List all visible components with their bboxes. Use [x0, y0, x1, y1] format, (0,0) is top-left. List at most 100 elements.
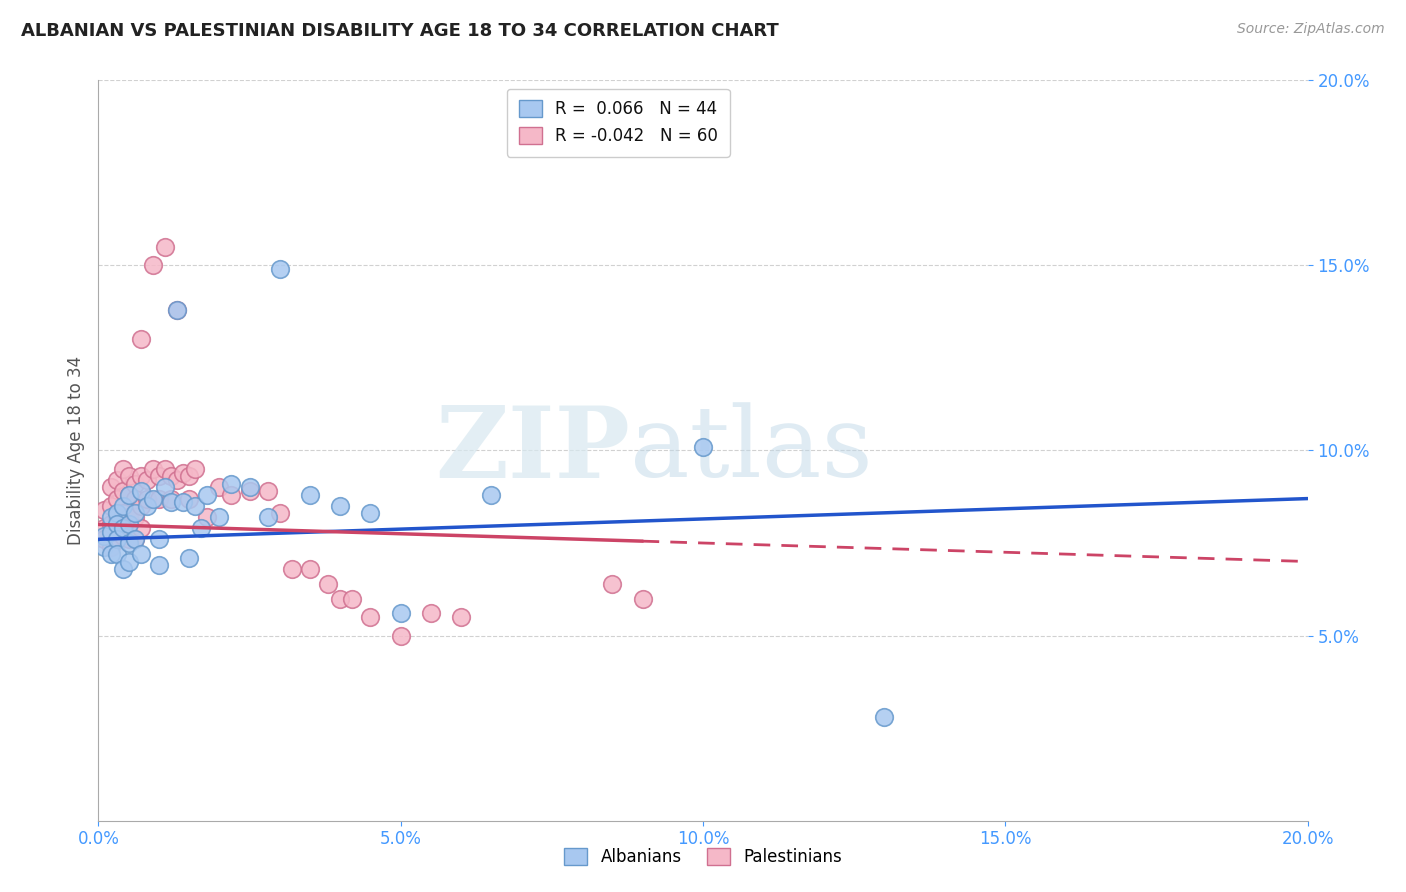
Point: [93, 521, 115, 535]
Point: [184, 462, 207, 476]
Point: [148, 469, 170, 483]
Point: [160, 469, 183, 483]
Point: [129, 484, 152, 499]
Y-axis label: Disability Age 18 to 34: Disability Age 18 to 34: [66, 356, 84, 545]
Point: [118, 517, 141, 532]
Point: [142, 259, 165, 273]
Point: [118, 469, 141, 483]
Point: [118, 510, 141, 524]
Point: [166, 302, 188, 317]
Point: [179, 550, 201, 565]
Text: Source: ZipAtlas.com: Source: ZipAtlas.com: [1237, 22, 1385, 37]
Point: [124, 533, 146, 547]
Point: [135, 491, 157, 506]
Point: [135, 473, 157, 487]
Point: [602, 576, 624, 591]
Point: [190, 521, 212, 535]
Point: [256, 510, 278, 524]
Point: [105, 510, 128, 524]
Point: [195, 488, 218, 502]
Point: [129, 521, 152, 535]
Point: [329, 499, 352, 513]
Point: [105, 507, 128, 521]
Point: [389, 628, 412, 642]
Point: [184, 499, 207, 513]
Point: [129, 332, 152, 346]
Point: [100, 524, 122, 539]
Point: [105, 533, 128, 547]
Point: [360, 507, 382, 521]
Point: [269, 507, 291, 521]
Point: [221, 488, 243, 502]
Text: ALBANIAN VS PALESTINIAN DISABILITY AGE 18 TO 34 CORRELATION CHART: ALBANIAN VS PALESTINIAN DISABILITY AGE 1…: [21, 22, 779, 40]
Point: [195, 510, 218, 524]
Point: [153, 481, 176, 495]
Point: [148, 491, 170, 506]
Point: [316, 576, 339, 591]
Point: [148, 533, 170, 547]
Point: [160, 491, 183, 506]
Point: [93, 528, 115, 542]
Point: [118, 554, 141, 569]
Point: [118, 533, 141, 547]
Point: [148, 558, 170, 573]
Legend: Albanians, Palestinians: Albanians, Palestinians: [555, 840, 851, 875]
Point: [389, 607, 412, 621]
Point: [118, 488, 141, 502]
Point: [124, 510, 146, 524]
Point: [124, 507, 146, 521]
Point: [129, 469, 152, 483]
Point: [124, 476, 146, 491]
Point: [105, 491, 128, 506]
Point: [100, 517, 122, 532]
Point: [256, 484, 278, 499]
Point: [142, 491, 165, 506]
Point: [481, 488, 503, 502]
Point: [450, 610, 472, 624]
Point: [111, 528, 134, 542]
Point: [100, 481, 122, 495]
Point: [105, 533, 128, 547]
Point: [221, 476, 243, 491]
Point: [111, 521, 134, 535]
Point: [93, 540, 115, 554]
Point: [631, 591, 654, 606]
Point: [239, 481, 262, 495]
Point: [118, 536, 141, 550]
Point: [100, 540, 122, 554]
Point: [208, 481, 231, 495]
Point: [124, 491, 146, 506]
Point: [179, 469, 201, 483]
Point: [129, 547, 152, 561]
Point: [111, 484, 134, 499]
Legend: R =  0.066   N = 44, R = -0.042   N = 60: R = 0.066 N = 44, R = -0.042 N = 60: [508, 88, 730, 157]
Point: [179, 491, 201, 506]
Point: [299, 562, 322, 576]
Point: [873, 710, 896, 724]
Point: [111, 507, 134, 521]
Point: [100, 547, 122, 561]
Point: [172, 466, 194, 480]
Point: [129, 499, 152, 513]
Point: [239, 484, 262, 499]
Point: [208, 510, 231, 524]
Point: [100, 499, 122, 513]
Point: [166, 302, 188, 317]
Point: [93, 533, 115, 547]
Point: [111, 562, 134, 576]
Point: [118, 488, 141, 502]
Point: [111, 499, 134, 513]
Point: [153, 240, 176, 254]
Point: [124, 533, 146, 547]
Point: [166, 473, 188, 487]
Point: [105, 547, 128, 561]
Point: [692, 440, 714, 454]
Point: [329, 591, 352, 606]
Point: [160, 495, 183, 509]
Point: [420, 607, 443, 621]
Point: [105, 517, 128, 532]
Point: [281, 562, 304, 576]
Point: [153, 462, 176, 476]
Point: [142, 462, 165, 476]
Point: [269, 262, 291, 277]
